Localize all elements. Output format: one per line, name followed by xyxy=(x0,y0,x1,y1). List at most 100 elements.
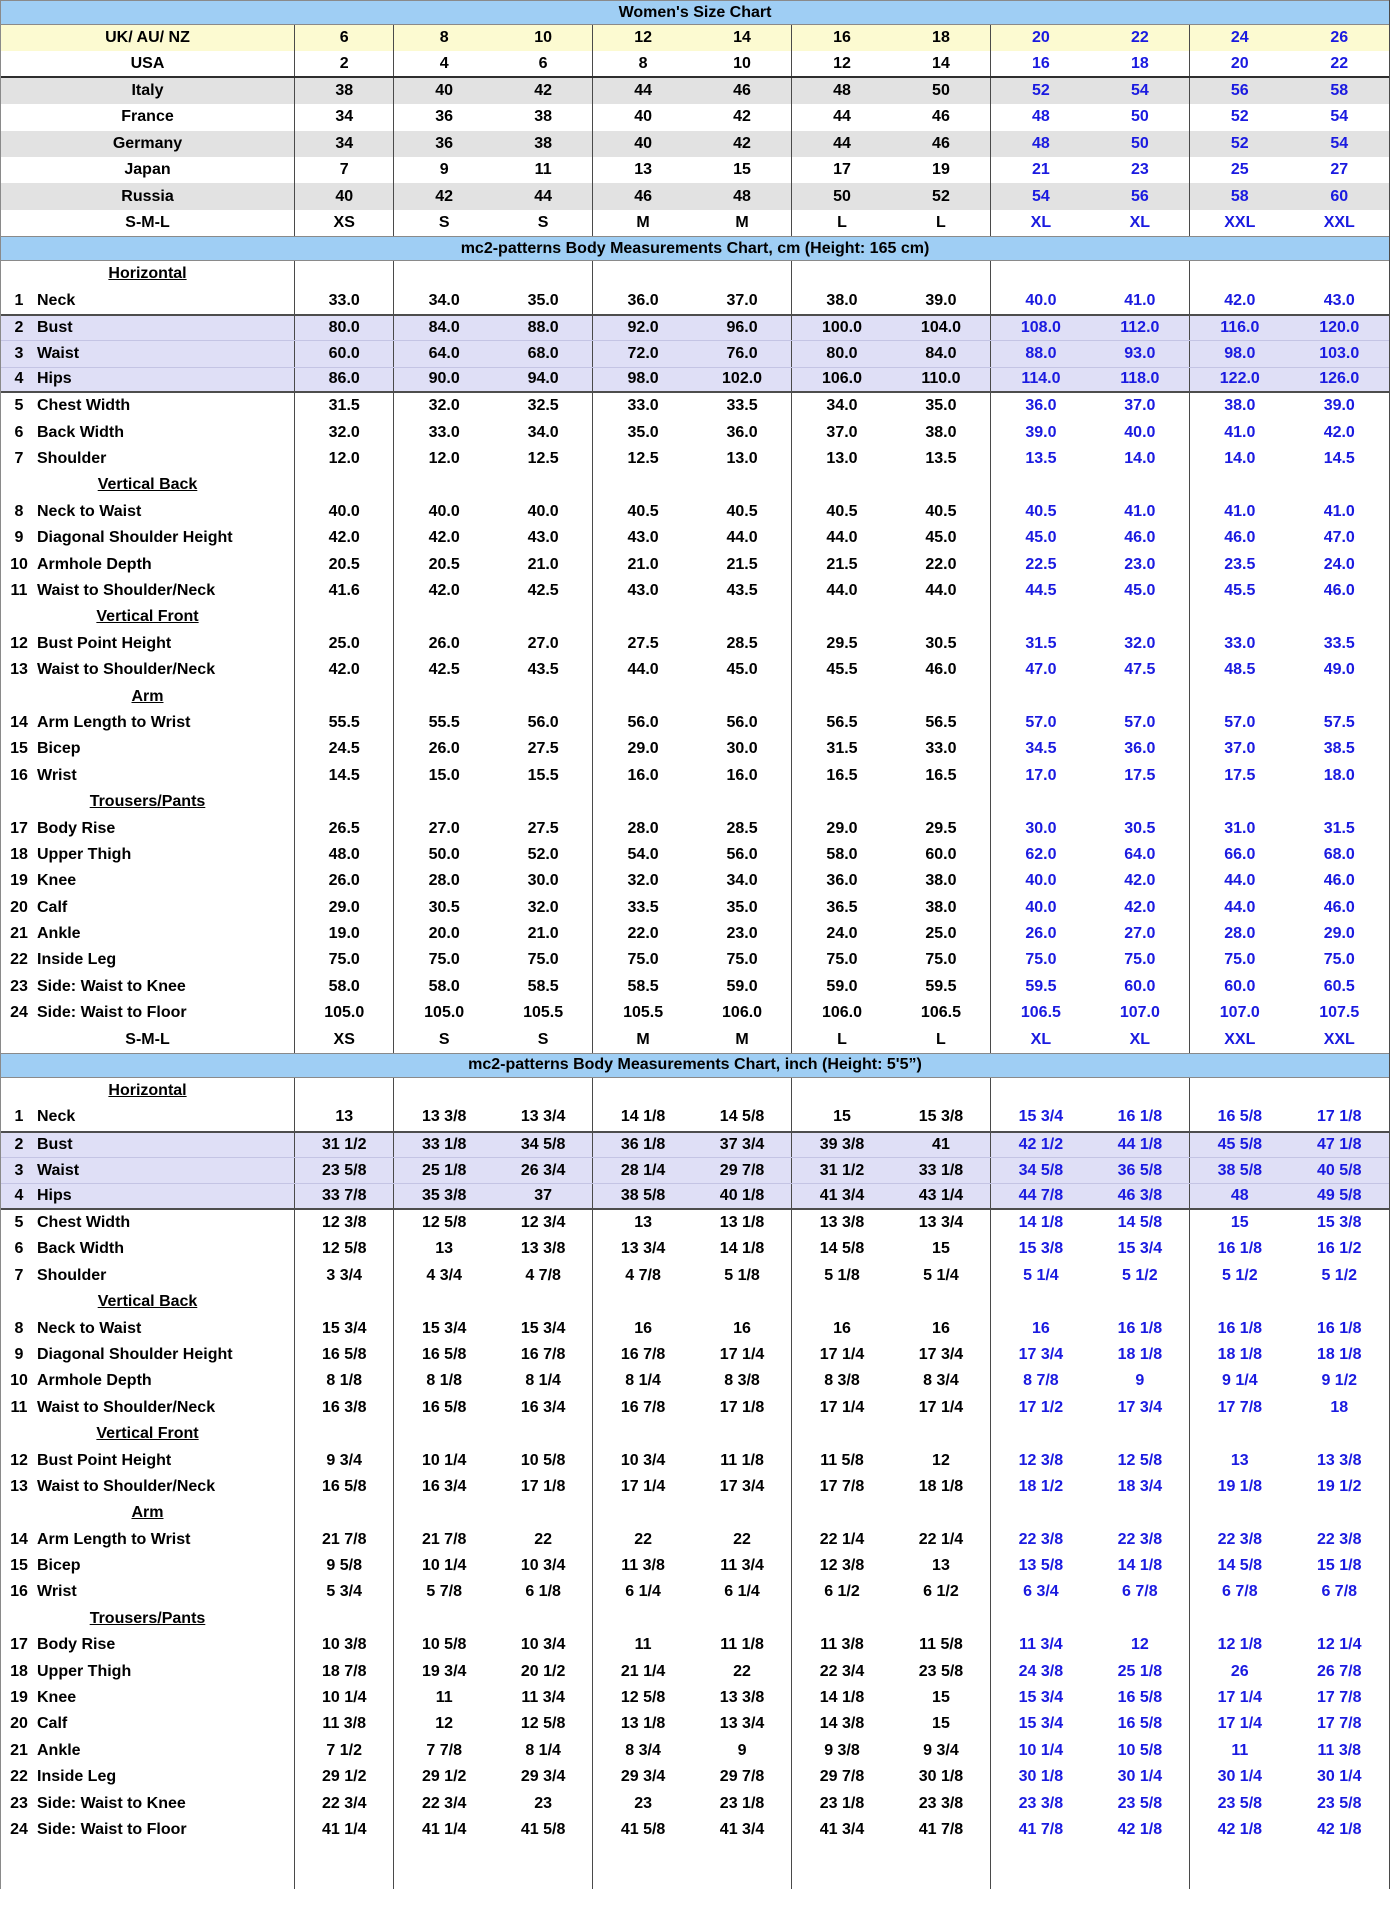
value-cell xyxy=(1091,1843,1191,1890)
value-cell: 7 7/8 xyxy=(426,1741,462,1759)
value-cell: 40 xyxy=(634,134,652,152)
value-cell: 15 3/4 xyxy=(494,1315,594,1342)
value-cell xyxy=(693,261,793,288)
row-label: S-M-L xyxy=(1,1026,295,1053)
row-number: 21 xyxy=(10,1741,28,1759)
value-cell: 12 5/8 xyxy=(1091,1447,1191,1474)
value-cell: 72.0 xyxy=(627,344,659,362)
value-cell: 17 1/4 xyxy=(1217,1715,1263,1733)
value-cell: 29 1/2 xyxy=(421,1768,467,1786)
value-cell: 36 xyxy=(435,108,454,126)
value-cell: 17.0 xyxy=(1025,766,1057,784)
value-cell: 14 1/8 xyxy=(1091,1552,1191,1580)
row-number: 24 xyxy=(10,1820,28,1838)
value-cell: 19 1/2 xyxy=(1317,1477,1362,1495)
row-number: 23 xyxy=(10,977,28,995)
cm-chart-title-bar: mc2-patterns Body Measurements Chart, cm… xyxy=(1,236,1389,262)
value-cell xyxy=(792,1606,891,1632)
value-cell: 41 1/4 xyxy=(421,1820,467,1838)
value-cell: 107.0 xyxy=(1091,1000,1191,1027)
value-cell: 16 1/8 xyxy=(1217,1240,1263,1258)
value-cell: 31.5 xyxy=(1025,634,1057,652)
measurement-name: Bust Point Height xyxy=(37,1451,172,1469)
value-cell: 33.0 xyxy=(627,397,659,415)
value-cell: 50 xyxy=(1091,130,1191,157)
value-cell: 10 xyxy=(494,25,594,52)
value-cell: 100.0 xyxy=(821,319,863,337)
value-cell: 11 3/8 xyxy=(621,1557,665,1575)
value-cell: 104.0 xyxy=(892,315,992,341)
value-cell: 45.0 xyxy=(1091,577,1191,605)
value-cell: 30 1/4 xyxy=(1317,1768,1362,1786)
measurement-label: 15 Bicep xyxy=(1,1552,295,1580)
value-cell: 114.0 xyxy=(1021,370,1061,388)
measurement-name: Neck xyxy=(37,1108,76,1126)
value-cell xyxy=(792,1843,891,1889)
value-cell: 15 xyxy=(1230,1213,1249,1231)
row-label: UK/ AU/ NZ xyxy=(1,25,295,52)
value-cell: 10 5/8 xyxy=(421,1636,467,1654)
value-cell: 36 1/8 xyxy=(620,1135,666,1153)
value-cell: 12 3/8 xyxy=(295,1209,395,1237)
value-cell: 49.0 xyxy=(1323,661,1355,679)
table-row: 24 Side: Waist to Floor 105.0 105.0 105.5 105… xyxy=(1,1000,1389,1027)
row-number: 6 xyxy=(14,1240,24,1258)
value-cell: 17 1/4 xyxy=(819,1345,865,1363)
value-cell: 35.0 xyxy=(627,423,659,441)
value-cell: 43.0 xyxy=(494,525,594,552)
value-cell: 17 1/4 xyxy=(620,1477,666,1495)
value-cell xyxy=(1091,1500,1191,1527)
value-cell: 56.0 xyxy=(627,713,659,731)
value-cell xyxy=(991,1421,1090,1447)
table-row: 8 Neck to Waist 15 3/4 15 3/4 15 3/4 16 16 16 16… xyxy=(1,1315,1389,1342)
table-row: Italy 38 40 42 44 46 48 50 52 54 56 58 xyxy=(1,77,1389,105)
value-cell: 13.0 xyxy=(693,445,793,473)
value-cell: 16 5/8 xyxy=(421,1398,467,1416)
value-cell: 66.0 xyxy=(1224,845,1256,863)
value-cell xyxy=(892,788,992,816)
value-cell: 12 1/8 xyxy=(1217,1636,1263,1654)
value-cell: 47.0 xyxy=(1025,661,1057,679)
value-cell: 17 7/8 xyxy=(1317,1689,1362,1707)
value-cell: 40.0 xyxy=(1091,419,1191,446)
value-cell: 68.0 xyxy=(494,341,594,367)
value-cell: 38.0 xyxy=(1224,397,1256,415)
value-cell: 37.0 xyxy=(1224,740,1256,758)
value-cell: 84.0 xyxy=(428,319,460,337)
value-cell: 37.0 xyxy=(1091,393,1191,420)
value-cell: 44 7/8 xyxy=(1018,1187,1064,1205)
value-cell: 42 xyxy=(693,104,793,131)
measurement-label: 11 Waist to Shoulder/Neck xyxy=(1,577,295,605)
value-cell: 8 3/4 xyxy=(625,1741,661,1759)
value-cell: 32.0 xyxy=(1091,630,1191,657)
value-cell: 18 xyxy=(1330,1398,1349,1416)
value-cell: 29 7/8 xyxy=(819,1768,865,1786)
table-row: 12 Bust Point Height 9 3/4 10 1/4 10 5/8 10 3… xyxy=(1,1447,1389,1474)
value-cell: 17 1/4 xyxy=(1217,1689,1263,1707)
value-cell: 8 7/8 xyxy=(1023,1372,1059,1390)
section-title: Trousers/Pants xyxy=(1,788,295,816)
measurement-label: 21 Ankle xyxy=(1,920,295,948)
table-row: 1 Neck 13 13 3/8 13 3/4 14 1/8 14 5/8 15 15 3/8 1… xyxy=(1,1104,1389,1131)
value-cell: 16 5/8 xyxy=(1217,1108,1263,1126)
value-cell: 75.0 xyxy=(627,951,659,969)
value-cell xyxy=(593,1289,692,1315)
value-cell: 12.0 xyxy=(295,445,395,473)
value-cell: 15 xyxy=(693,156,793,184)
value-cell: 25.0 xyxy=(892,920,992,948)
measurement-label: 5 Chest Width xyxy=(1,1209,295,1237)
value-cell: 22 1/4 xyxy=(892,1526,992,1553)
value-cell: 15 3/4 xyxy=(1018,1108,1064,1126)
table-row xyxy=(1,1843,1389,1890)
value-cell: 29.0 xyxy=(295,894,395,921)
measurement-name: Bicep xyxy=(37,740,81,758)
value-cell: 30.0 xyxy=(693,736,793,763)
value-cell: 39 3/8 xyxy=(819,1135,865,1153)
value-cell: 36.5 xyxy=(826,898,858,916)
value-cell: 9 5/8 xyxy=(295,1552,395,1580)
value-cell: 26 7/8 xyxy=(1317,1662,1362,1680)
value-cell: 60.5 xyxy=(1323,977,1355,995)
value-cell: 59.0 xyxy=(826,977,858,995)
row-number: 7 xyxy=(14,1266,24,1284)
value-cell: 14 5/8 xyxy=(1217,1557,1263,1575)
